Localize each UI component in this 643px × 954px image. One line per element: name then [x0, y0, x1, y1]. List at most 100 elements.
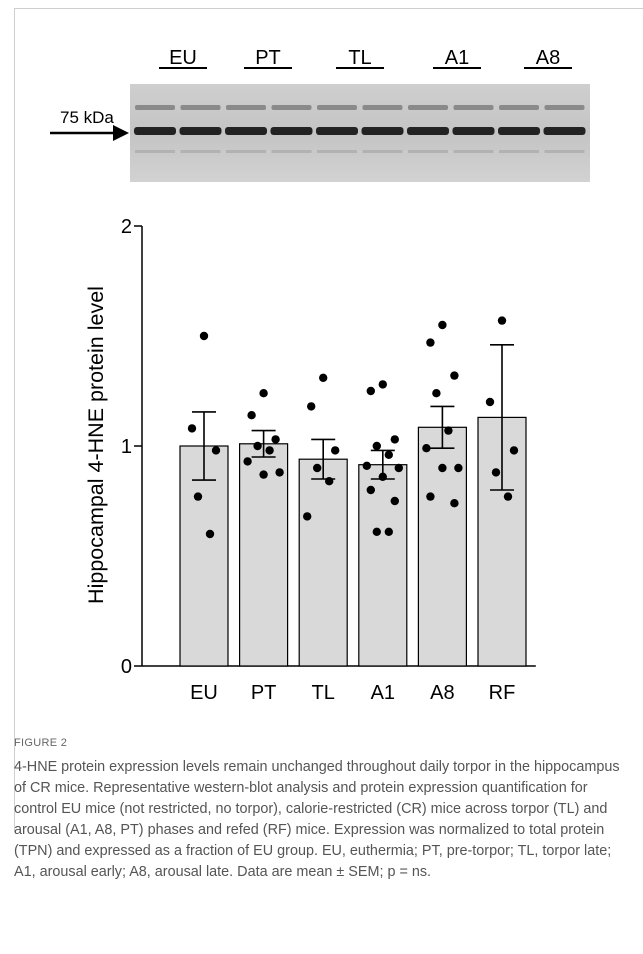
- band-faint: [317, 150, 357, 153]
- x-tick-label: EU: [190, 682, 218, 704]
- marker-arrowhead: [113, 125, 129, 141]
- data-point: [253, 442, 261, 450]
- band-faint: [408, 150, 448, 153]
- data-point: [331, 446, 339, 454]
- band-faint: [272, 150, 312, 153]
- bar: [299, 459, 347, 666]
- page: 75 kDa EU PT TL A1 A8 0 1 2 EU PT TL A1 A8 RF Hippoc…: [0, 0, 643, 954]
- data-point: [259, 470, 267, 478]
- band-lower: [225, 127, 267, 135]
- x-tick-label: PT: [251, 682, 277, 704]
- data-point: [432, 389, 440, 397]
- data-point: [363, 462, 371, 470]
- band-faint: [499, 150, 539, 153]
- data-point: [367, 486, 375, 494]
- data-point: [243, 457, 251, 465]
- data-point: [454, 464, 462, 472]
- data-point: [373, 442, 381, 450]
- data-point: [504, 492, 512, 500]
- data-point: [426, 338, 434, 346]
- data-point: [271, 435, 279, 443]
- data-point: [422, 444, 430, 452]
- data-point: [313, 464, 321, 472]
- band-upper: [317, 105, 357, 110]
- band-faint: [454, 150, 494, 153]
- band-lower: [271, 127, 313, 135]
- data-point: [259, 389, 267, 397]
- y-axis-label: Hippocampal 4-HNE protein level: [84, 286, 108, 604]
- data-point: [385, 528, 393, 536]
- x-tick-label: TL: [312, 682, 335, 704]
- band-faint: [363, 150, 403, 153]
- data-point: [486, 398, 494, 406]
- band-lower: [544, 127, 586, 135]
- data-point: [194, 492, 202, 500]
- band-upper: [454, 105, 494, 110]
- band-lower: [498, 127, 540, 135]
- band-faint: [135, 150, 175, 153]
- marker-label: 75 kDa: [60, 108, 114, 127]
- data-point: [325, 477, 333, 485]
- band-faint: [226, 150, 266, 153]
- data-point: [438, 321, 446, 329]
- y-tick-label: 2: [121, 216, 132, 238]
- band-faint: [181, 150, 221, 153]
- data-point: [373, 528, 381, 536]
- data-point: [275, 468, 283, 476]
- data-point: [367, 387, 375, 395]
- bar: [418, 427, 466, 666]
- data-point: [498, 316, 506, 324]
- lane-label: A1: [445, 47, 469, 69]
- data-point: [379, 380, 387, 388]
- data-point: [450, 371, 458, 379]
- data-point: [444, 426, 452, 434]
- lane-label: PT: [255, 47, 281, 69]
- band-upper: [181, 105, 221, 110]
- lane-label: A8: [536, 47, 560, 69]
- caption-text: 4-HNE protein expression levels remain u…: [14, 757, 630, 883]
- data-point: [319, 374, 327, 382]
- data-point: [303, 512, 311, 520]
- x-tick-label: A8: [430, 682, 454, 704]
- band-lower: [180, 127, 222, 135]
- band-upper: [499, 105, 539, 110]
- data-point: [492, 468, 500, 476]
- y-tick-label: 0: [121, 656, 132, 678]
- band-lower: [362, 127, 404, 135]
- data-point: [206, 530, 214, 538]
- y-tick-label: 1: [121, 436, 132, 458]
- data-point: [391, 497, 399, 505]
- lane-label: TL: [348, 47, 371, 69]
- band-upper: [272, 105, 312, 110]
- data-point: [438, 464, 446, 472]
- band-lower: [453, 127, 495, 135]
- band-lower: [134, 127, 176, 135]
- data-point: [307, 402, 315, 410]
- data-point: [391, 435, 399, 443]
- data-point: [379, 473, 387, 481]
- data-point: [450, 499, 458, 507]
- band-faint: [545, 150, 585, 153]
- bar: [359, 465, 407, 666]
- caption-label: FIGURE 2: [14, 737, 67, 749]
- data-point: [395, 464, 403, 472]
- x-tick-label: RF: [489, 682, 516, 704]
- band-upper: [408, 105, 448, 110]
- band-upper: [545, 105, 585, 110]
- band-lower: [316, 127, 358, 135]
- band-upper: [135, 105, 175, 110]
- figure: 75 kDa EU PT TL A1 A8 0 1 2 EU PT TL A1 A8 RF Hippoc…: [0, 0, 643, 730]
- lane-label: EU: [169, 47, 197, 69]
- data-point: [510, 446, 518, 454]
- data-point: [247, 411, 255, 419]
- band-upper: [226, 105, 266, 110]
- data-point: [426, 492, 434, 500]
- data-point: [212, 446, 220, 454]
- data-point: [188, 424, 196, 432]
- band-upper: [363, 105, 403, 110]
- band-lower: [407, 127, 449, 135]
- x-tick-label: A1: [371, 682, 395, 704]
- data-point: [265, 446, 273, 454]
- data-point: [385, 451, 393, 459]
- data-point: [200, 332, 208, 340]
